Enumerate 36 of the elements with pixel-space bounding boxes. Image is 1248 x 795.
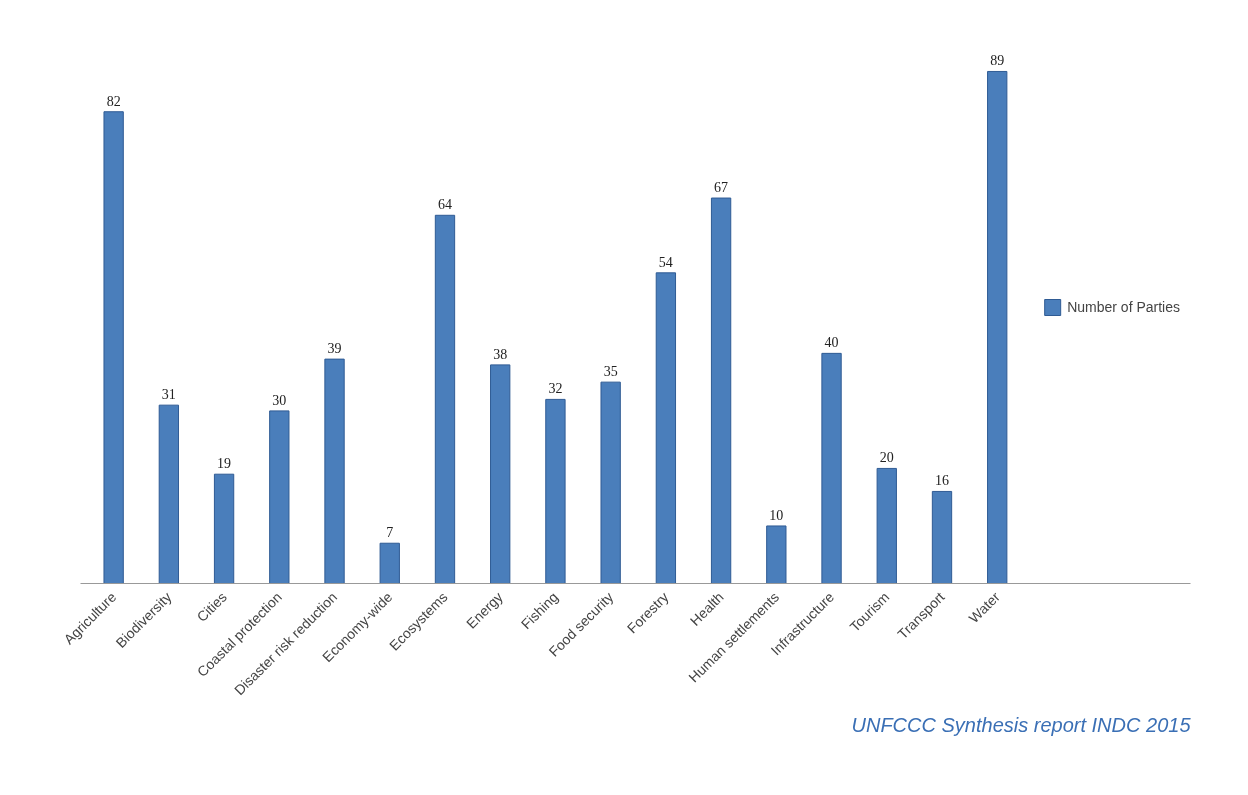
bar	[269, 410, 290, 584]
bar	[655, 272, 677, 584]
legend-label: Number of Parties	[1067, 298, 1180, 315]
bar	[766, 525, 787, 584]
bar	[710, 197, 732, 584]
data-label: 35	[603, 364, 618, 380]
bar	[987, 70, 1008, 584]
data-label: 30	[272, 392, 287, 408]
data-label: 89	[990, 53, 1005, 69]
data-label: 38	[493, 346, 508, 362]
data-label: 19	[217, 456, 232, 472]
bar	[158, 404, 180, 584]
bar	[379, 542, 400, 584]
data-label: 16	[934, 473, 949, 489]
data-label: 54	[658, 254, 673, 270]
data-label: 7	[386, 525, 394, 541]
bar	[434, 214, 456, 584]
data-label: 64	[437, 197, 452, 213]
data-label: 40	[824, 335, 839, 351]
bar	[931, 490, 953, 584]
bar	[324, 358, 345, 584]
text: UNFCCC Synthesis report INDC 2015	[851, 713, 1192, 736]
bar	[213, 473, 235, 584]
data-label: 32	[548, 381, 563, 397]
data-label: 20	[879, 450, 894, 466]
data-label: 10	[769, 507, 784, 523]
bar	[876, 467, 897, 584]
data-label: 39	[327, 341, 342, 357]
bar	[103, 111, 124, 584]
bar	[821, 352, 842, 584]
bar	[490, 364, 511, 584]
bar	[600, 381, 621, 584]
data-label: 82	[106, 93, 121, 109]
data-label: 67	[714, 180, 729, 196]
data-label: 31	[161, 387, 176, 403]
bar	[545, 398, 566, 584]
